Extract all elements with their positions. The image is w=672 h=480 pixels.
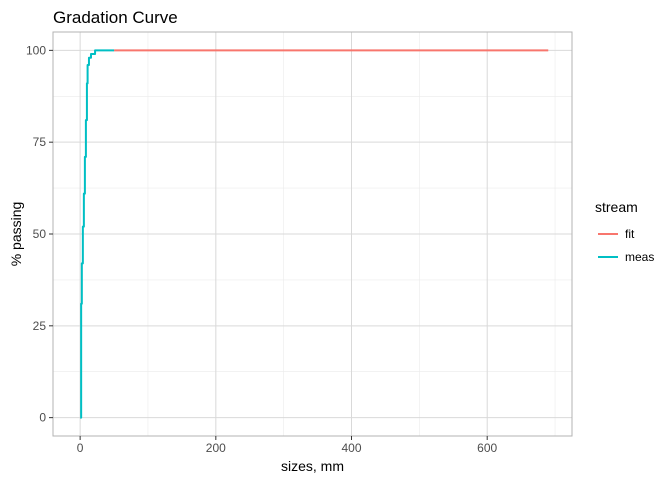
legend-label-meas: meas [625,250,654,264]
chart-title: Gradation Curve [53,8,178,27]
legend-title: stream [595,199,638,215]
series-line-meas [80,49,115,419]
major-gridlines [53,32,572,436]
y-tick-label: 25 [33,319,47,333]
y-tick-label: 0 [39,411,46,425]
y-tick-label: 100 [26,43,46,57]
minor-gridlines [53,32,572,436]
x-axis-title: sizes, mm [281,458,344,474]
x-axis-ticks: 0 200 400 600 [77,436,498,455]
series-lines [80,49,549,419]
y-tick-label: 50 [33,227,47,241]
y-axis-ticks: 0 25 50 75 100 [26,43,53,425]
x-tick-label: 200 [206,441,226,455]
legend-label-fit: fit [625,227,635,241]
x-tick-label: 0 [77,441,84,455]
legend: stream fit meas [595,199,654,264]
y-tick-label: 75 [33,135,47,149]
x-tick-label: 600 [477,441,497,455]
y-axis-title: % passing [8,202,24,267]
x-tick-label: 400 [341,441,361,455]
